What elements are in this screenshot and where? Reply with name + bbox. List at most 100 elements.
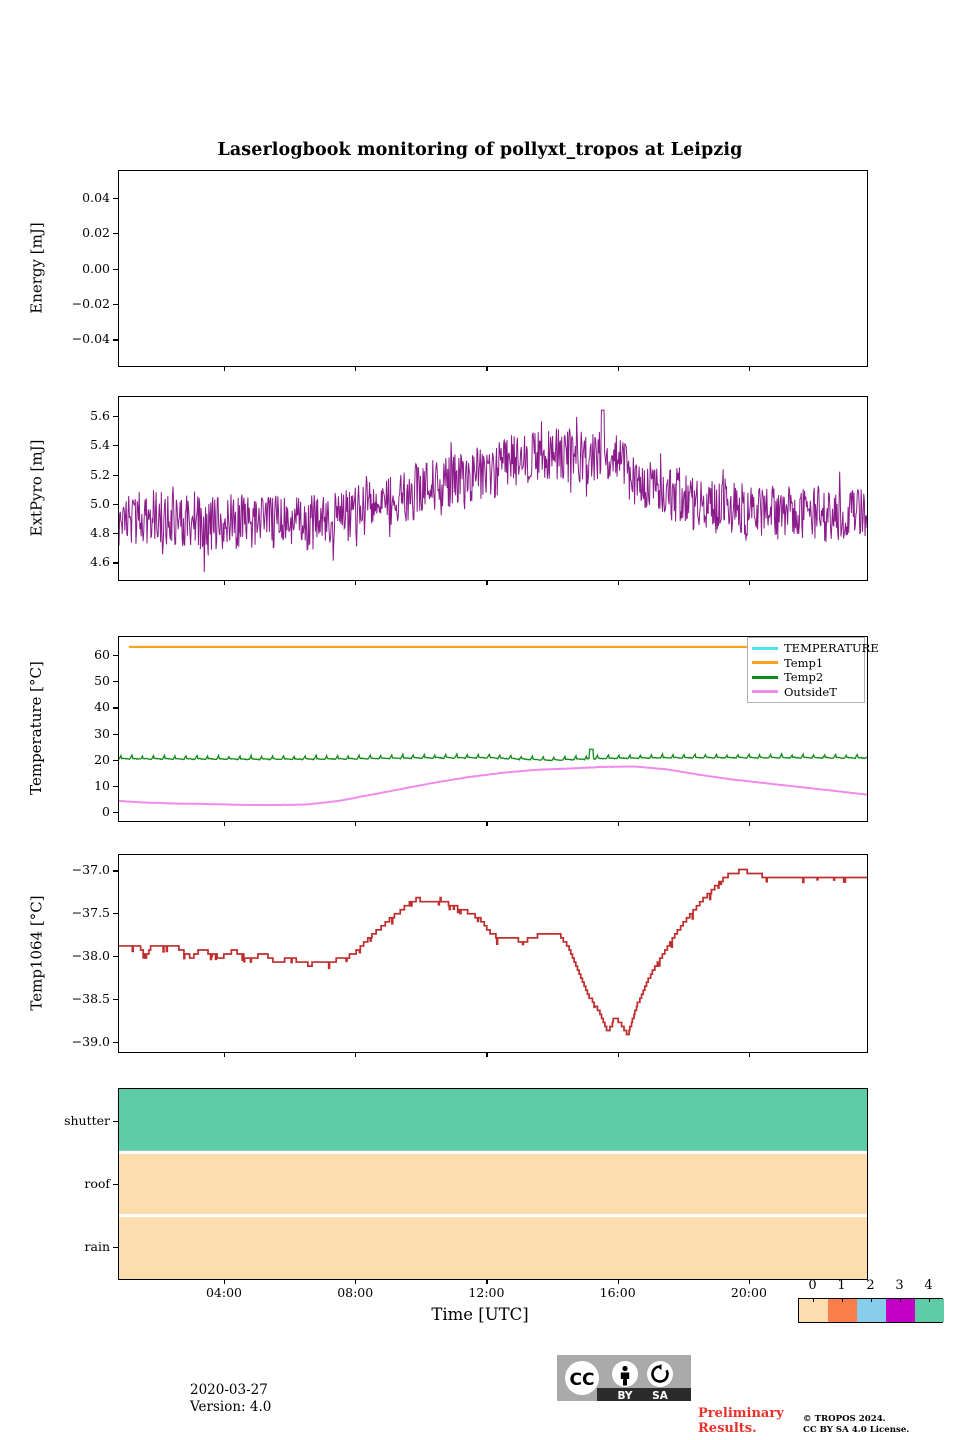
x-tick-mark: [486, 1279, 488, 1284]
status-row-tick: [113, 1184, 118, 1186]
legend-swatch: [752, 646, 778, 650]
panel-extpyro: [118, 396, 868, 581]
page-title: Laserlogbook monitoring of pollyxt_tropo…: [217, 140, 743, 160]
energy-plot-area: [119, 171, 867, 366]
colorbar-tick-mark: [928, 1298, 930, 1302]
y-tick-mark: [113, 1041, 118, 1043]
y-tick-mark: [113, 233, 118, 235]
x-tick-label: 12:00: [468, 1285, 505, 1300]
x-tick-mark: [355, 580, 357, 585]
extpyro-trace: [119, 409, 867, 573]
x-tick-mark: [617, 1279, 619, 1284]
y-tick-mark: [113, 197, 118, 199]
y-tick-label: 60: [94, 647, 110, 663]
preliminary-results-note: Preliminary Results.: [698, 1406, 784, 1436]
panel-energy: [118, 170, 868, 367]
y-tick-mark: [113, 533, 118, 535]
legend-label: Temp2: [784, 670, 824, 684]
panel-temp1064: [118, 854, 868, 1053]
x-tick-mark: [486, 580, 488, 585]
x-tick-mark: [617, 366, 619, 371]
temperature-plot-area: [119, 645, 867, 807]
y-tick-label: 5.0: [90, 495, 110, 511]
status-band-shutter: [119, 1089, 867, 1151]
y-tick-mark: [113, 998, 118, 1000]
y-tick-label: 40: [94, 699, 110, 715]
outsidet-trace: [119, 765, 867, 807]
x-tick-mark: [748, 821, 750, 826]
y-tick-mark: [113, 785, 118, 787]
temp1064-axis-label: Temp1064 [°C]: [27, 894, 45, 1011]
y-tick-mark: [113, 707, 118, 709]
y-tick-label: 50: [94, 673, 110, 689]
y-tick-label: −0.04: [71, 331, 110, 347]
status-plot-area: [119, 1089, 867, 1279]
colorbar-tick-mark: [841, 1298, 843, 1302]
colorbar-segment-4: [915, 1299, 944, 1322]
x-tick-mark: [748, 1279, 750, 1284]
colorbar-tick-label: 1: [837, 1278, 846, 1293]
legend-swatch: [752, 661, 778, 665]
extpyro-plot-area: [119, 409, 867, 573]
legend-label: TEMPERATURE: [784, 641, 879, 655]
y-tick-mark: [113, 870, 118, 872]
x-tick-mark: [223, 366, 226, 371]
y-tick-label: −38.5: [71, 990, 110, 1006]
y-tick-label: 4.6: [90, 554, 110, 570]
y-tick-label: 5.6: [90, 408, 110, 424]
panel-status: [118, 1088, 868, 1280]
y-tick-mark: [113, 562, 118, 564]
cc-license-badge: CC BY SA: [557, 1355, 691, 1401]
x-tick-mark: [355, 821, 357, 826]
status-row-tick: [113, 1120, 118, 1122]
colorbar-segment-1: [828, 1299, 857, 1322]
y-tick-mark: [113, 655, 118, 657]
extpyro-axis-label: ExtPyro [mJ]: [27, 439, 45, 536]
status-band-roof: [119, 1153, 867, 1215]
x-tick-mark: [355, 1279, 357, 1284]
x-tick-mark: [617, 580, 619, 585]
status-row-label-shutter: shutter: [64, 1112, 110, 1128]
legend-item-outsidet[interactable]: OutsideT: [752, 685, 859, 700]
temp1064-trace: [119, 868, 867, 1036]
legend-item-temperature[interactable]: TEMPERATURE: [752, 641, 879, 656]
y-tick-label: 5.2: [90, 466, 110, 482]
colorbar-tick-label: 4: [924, 1278, 933, 1293]
legend-item-temp2[interactable]: Temp2: [752, 670, 859, 685]
x-tick-mark: [355, 366, 357, 371]
status-row-tick: [113, 1247, 118, 1249]
colorbar-segment-0: [799, 1299, 828, 1322]
status-colorbar: [798, 1298, 944, 1323]
energy-axis-label: Energy [mJ]: [27, 221, 45, 314]
legend-label: OutsideT: [784, 684, 837, 699]
y-tick-label: 30: [94, 725, 110, 741]
y-tick-mark: [113, 303, 118, 306]
legend-label: Temp1: [784, 655, 824, 670]
svg-text:BY: BY: [617, 1390, 632, 1401]
temperature-legend: TEMPERATURE Temp1 Temp2 OutsideT: [747, 637, 879, 703]
x-tick-mark: [486, 366, 488, 371]
cc-badge-graphic: CC BY SA: [557, 1355, 691, 1401]
svg-text:CC: CC: [570, 1370, 595, 1390]
x-tick-mark: [223, 1279, 226, 1284]
copyright-note: © TROPOS 2024. CC BY SA 4.0 License.: [803, 1414, 910, 1435]
y-tick-mark: [113, 913, 118, 915]
colorbar-tick-mark: [870, 1298, 872, 1302]
x-tick-label: 16:00: [599, 1285, 636, 1300]
colorbar-tick-label: 3: [895, 1278, 904, 1293]
y-tick-mark: [113, 268, 118, 270]
y-tick-label: 4.8: [90, 525, 110, 541]
x-tick-label: 20:00: [730, 1285, 767, 1300]
legend-item-temp1[interactable]: Temp1: [752, 656, 859, 671]
x-tick-label: 04:00: [205, 1285, 242, 1300]
x-tick-mark: [617, 821, 619, 826]
y-tick-label: 0.02: [82, 225, 110, 241]
colorbar-tick-label: 2: [866, 1278, 875, 1293]
x-tick-mark: [748, 366, 750, 371]
y-tick-mark: [113, 503, 118, 505]
y-tick-mark: [113, 811, 118, 813]
y-tick-label: 0: [102, 803, 110, 819]
status-row-label-rain: rain: [84, 1239, 110, 1255]
x-tick-mark: [355, 1052, 357, 1057]
